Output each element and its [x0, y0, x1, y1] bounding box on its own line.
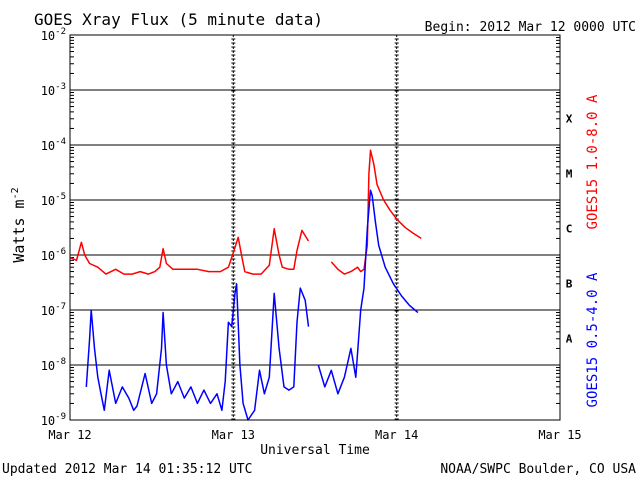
series-legend-label: GOES15 1.0-8.0 A	[585, 94, 601, 229]
flare-class-label: C	[566, 223, 573, 236]
flare-class-label: X	[566, 113, 573, 126]
series-line-long	[69, 228, 310, 275]
series-line-long	[330, 149, 422, 275]
begin-label: Begin: 2012 Mar 12 0000 UTC	[425, 20, 636, 35]
y-tick-exponent: -8	[55, 357, 66, 367]
y-tick-exponent: -9	[55, 412, 66, 422]
y-tick-base: 10	[41, 304, 55, 318]
flare-class-labels: X M C B A	[566, 113, 573, 346]
chart-title: GOES Xray Flux (5 minute data)	[34, 10, 323, 29]
y-tick-base: 10	[41, 29, 55, 43]
x-tick-label: Mar 14	[375, 428, 418, 442]
flare-class-label: B	[566, 278, 573, 291]
series-legend: GOES15 1.0-8.0 A GOES15 0.5-4.0 A	[585, 94, 601, 407]
y-tick-exponent: -3	[55, 82, 66, 92]
y-tick-label: 10-6	[41, 247, 66, 263]
x-tick-label: Mar 12	[48, 428, 91, 442]
y-tick-base: 10	[41, 139, 55, 153]
y-tick-base: 10	[41, 359, 55, 373]
series-line-short	[317, 189, 419, 395]
x-tick-labels: Mar 12 Mar 13 Mar 14 Mar 15	[48, 428, 581, 442]
flare-class-label: A	[566, 333, 573, 346]
y-tick-label: 10-7	[41, 302, 66, 318]
credit-label: NOAA/SWPC Boulder, CO USA	[440, 462, 636, 477]
y-tick-base: 10	[41, 249, 55, 263]
svg-text:Watts m-2: Watts m-2	[10, 187, 28, 262]
ylabel-main: Watts m	[10, 199, 28, 262]
flare-class-label: M	[566, 168, 573, 181]
updated-label: Updated 2012 Mar 14 01:35:12 UTC	[2, 462, 252, 477]
y-tick-labels: 10-210-310-410-510-610-710-810-9	[41, 27, 66, 428]
y-tick-exponent: -6	[55, 247, 66, 257]
y-tick-label: 10-4	[41, 137, 66, 153]
x-tick-label: Mar 13	[212, 428, 255, 442]
y-tick-base: 10	[41, 414, 55, 428]
y-tick-exponent: -5	[55, 192, 66, 202]
series-legend-label: GOES15 0.5-4.0 A	[585, 272, 601, 407]
y-tick-base: 10	[41, 84, 55, 98]
y-tick-label: 10-2	[41, 27, 66, 43]
x-tick-label: Mar 15	[538, 428, 581, 442]
series-lines	[69, 149, 422, 421]
y-tick-label: 10-9	[41, 412, 66, 428]
ylabel-exponent: -2	[10, 187, 21, 199]
x-axis-label: Universal Time	[260, 443, 370, 458]
grid	[70, 34, 560, 421]
y-tick-label: 10-5	[41, 192, 66, 208]
plot-frame	[69, 34, 561, 421]
y-tick-label: 10-8	[41, 357, 66, 373]
y-tick-base: 10	[41, 194, 55, 208]
y-tick-exponent: -2	[55, 27, 66, 37]
ylabel: Watts m-2	[10, 187, 28, 262]
series-line-short	[85, 283, 310, 421]
y-tick-exponent: -7	[55, 302, 66, 312]
y-tick-exponent: -4	[55, 137, 66, 147]
y-tick-label: 10-3	[41, 82, 66, 98]
